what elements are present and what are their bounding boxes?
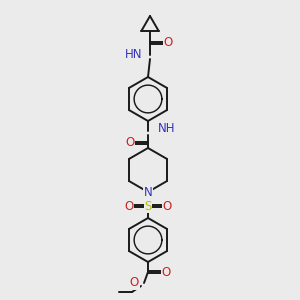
- Text: O: O: [130, 277, 139, 290]
- Text: S: S: [144, 200, 152, 212]
- Text: O: O: [125, 136, 135, 149]
- Text: O: O: [161, 266, 171, 278]
- Text: O: O: [124, 200, 134, 212]
- Text: N: N: [144, 185, 152, 199]
- Text: O: O: [162, 200, 172, 212]
- Text: O: O: [164, 37, 172, 50]
- Text: NH: NH: [158, 122, 175, 136]
- Text: HN: HN: [124, 47, 142, 61]
